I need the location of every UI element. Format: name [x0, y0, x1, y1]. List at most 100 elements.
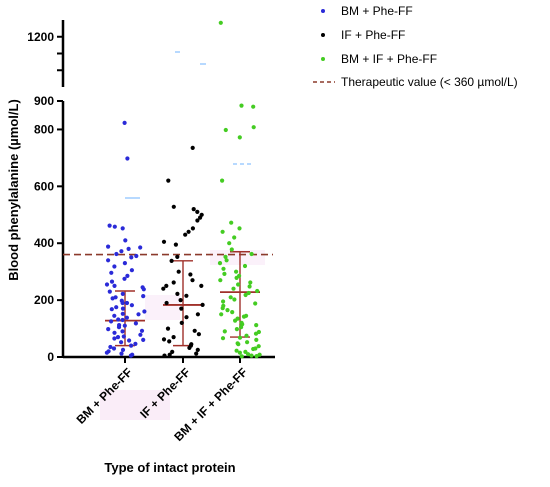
point-series-0-47 [112, 336, 117, 341]
point-series-1-41 [194, 351, 199, 356]
point-series-2-11 [227, 241, 232, 246]
point-series-2-57 [237, 350, 242, 355]
point-series-1-11 [161, 239, 167, 244]
point-series-1-39 [195, 347, 200, 352]
point-series-1-17 [190, 278, 195, 283]
point-series-0-65 [136, 312, 141, 317]
point-series-2-61 [239, 354, 244, 359]
point-series-2-24 [248, 280, 253, 285]
point-series-0-11 [134, 253, 139, 259]
x-axis-title: Type of intact protein [104, 460, 235, 475]
point-series-0-17 [109, 270, 114, 275]
point-series-1-14 [169, 258, 174, 263]
point-series-1-30 [165, 326, 171, 331]
point-series-2-33 [221, 299, 226, 304]
point-series-0-50 [133, 341, 138, 346]
point-series-2-20 [222, 271, 227, 276]
point-series-2-63 [243, 349, 248, 354]
point-series-2-59 [249, 353, 254, 358]
point-series-1-8 [190, 226, 195, 231]
point-series-0-9 [119, 249, 124, 254]
point-series-2-31 [228, 295, 233, 300]
point-series-0-1 [125, 156, 130, 161]
point-series-2-69 [244, 313, 249, 318]
point-series-0-33 [142, 309, 147, 314]
point-series-0-18 [125, 273, 130, 278]
point-series-0-69 [112, 283, 117, 288]
point-series-2-42 [233, 318, 238, 323]
point-series-2-67 [256, 329, 261, 335]
y-lower-tick-label-400: 400 [34, 236, 54, 250]
point-series-0-23 [141, 287, 146, 292]
point-series-1-29 [179, 320, 184, 325]
point-series-2-25 [236, 282, 241, 287]
point-series-2-5 [237, 135, 242, 140]
point-series-1-18 [171, 280, 176, 285]
point-series-2-22 [234, 275, 239, 280]
point-series-0-57 [119, 351, 124, 356]
point-series-0-52 [108, 344, 113, 350]
point-series-0-42 [106, 327, 111, 332]
point-series-1-24 [164, 300, 169, 306]
legend: BM + Phe-FF IF + Phe-FF BM + IF + Phe-FF… [313, 4, 518, 89]
point-series-1-35 [167, 339, 172, 344]
point-series-0-38 [109, 319, 114, 324]
point-series-0-8 [126, 246, 131, 251]
point-series-1-25 [200, 302, 205, 307]
point-series-2-49 [244, 333, 249, 338]
legend-marker-if-phe-ff [321, 33, 325, 37]
point-series-1-22 [184, 293, 189, 298]
point-series-0-54 [120, 347, 126, 352]
point-series-0-14 [122, 261, 127, 266]
point-series-2-8 [237, 226, 242, 231]
point-series-0-2 [107, 223, 112, 228]
point-series-0-20 [109, 279, 115, 284]
point-series-2-1 [239, 103, 244, 108]
point-series-0-60 [141, 337, 146, 342]
legend-label-reference: Therapeutic value (< 360 µmol/L) [341, 75, 518, 89]
point-series-0-3 [112, 224, 117, 229]
point-series-2-6 [220, 178, 225, 183]
point-series-1-12 [173, 242, 178, 247]
point-series-2-19 [234, 269, 239, 274]
point-series-0-12 [129, 255, 134, 260]
point-series-0-39 [133, 321, 138, 326]
point-series-0-64 [120, 317, 125, 323]
point-series-1-2 [171, 204, 176, 209]
point-series-2-10 [232, 235, 237, 240]
y-lower-tick-label-600: 600 [34, 179, 54, 193]
point-series-0-66 [120, 306, 126, 311]
point-series-2-34 [253, 301, 258, 306]
point-series-1-19 [199, 283, 204, 288]
point-series-2-66 [220, 336, 226, 341]
point-series-1-9 [186, 229, 191, 234]
point-series-0-62 [120, 329, 125, 334]
point-series-0-21 [104, 282, 110, 287]
point-series-2-3 [251, 125, 256, 130]
point-series-1-16 [188, 272, 193, 277]
legend-marker-bm-phe-ff [321, 9, 325, 13]
point-series-0-7 [138, 245, 143, 250]
legend-label-bm-if-phe-ff: BM + IF + Phe-FF [341, 52, 437, 66]
point-series-0-24 [107, 289, 112, 294]
point-series-0-29 [124, 300, 130, 306]
point-series-0-49 [119, 340, 124, 345]
point-series-0-30 [129, 303, 134, 308]
point-series-0-36 [124, 315, 129, 320]
point-series-2-30 [243, 292, 248, 298]
point-series-0-34 [120, 311, 125, 316]
point-series-2-37 [225, 308, 230, 313]
point-series-1-3 [191, 207, 196, 212]
point-series-0-46 [121, 334, 126, 339]
y-lower-tick-label-800: 800 [34, 122, 54, 136]
point-series-2-65 [235, 341, 240, 346]
point-series-0-13 [106, 258, 111, 263]
point-series-2-38 [230, 310, 235, 315]
point-series-2-46 [234, 327, 239, 332]
point-series-0-41 [116, 325, 122, 330]
point-series-1-42 [167, 352, 172, 357]
point-series-0-31 [114, 305, 119, 310]
point-series-0-43 [139, 328, 145, 333]
error-bars [105, 251, 260, 347]
point-series-2-54 [256, 344, 261, 349]
